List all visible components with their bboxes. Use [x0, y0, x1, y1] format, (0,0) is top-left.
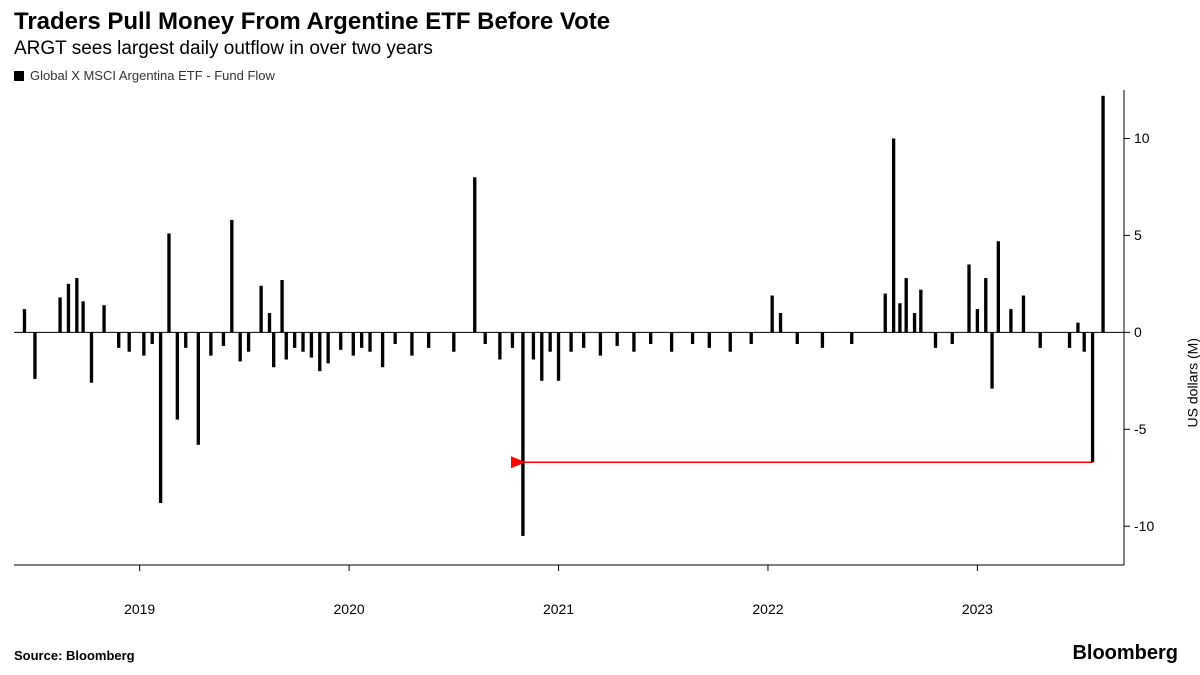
- ytick-label: -10: [1134, 518, 1154, 534]
- ytick-label: 10: [1134, 130, 1150, 146]
- chart-title: Traders Pull Money From Argentine ETF Be…: [14, 8, 610, 36]
- brand-text: Bloomberg: [1072, 642, 1178, 665]
- legend-swatch: [14, 71, 24, 81]
- ytick-label: -5: [1134, 421, 1146, 437]
- legend: Global X MSCI Argentina ETF - Fund Flow: [14, 68, 275, 83]
- xtick-label: 2019: [124, 601, 155, 617]
- chart-area: [14, 85, 1134, 595]
- source-text: Source: Bloomberg: [14, 648, 135, 663]
- legend-label: Global X MSCI Argentina ETF - Fund Flow: [30, 68, 275, 83]
- xtick-label: 2022: [752, 601, 783, 617]
- xtick-label: 2021: [543, 601, 574, 617]
- xtick-label: 2020: [334, 601, 365, 617]
- y-axis-label: US dollars (M): [1184, 338, 1200, 427]
- chart-svg: [14, 85, 1134, 595]
- xtick-label: 2023: [962, 601, 993, 617]
- ytick-label: 5: [1134, 227, 1142, 243]
- chart-subtitle: ARGT sees largest daily outflow in over …: [14, 38, 433, 60]
- ytick-label: 0: [1134, 324, 1142, 340]
